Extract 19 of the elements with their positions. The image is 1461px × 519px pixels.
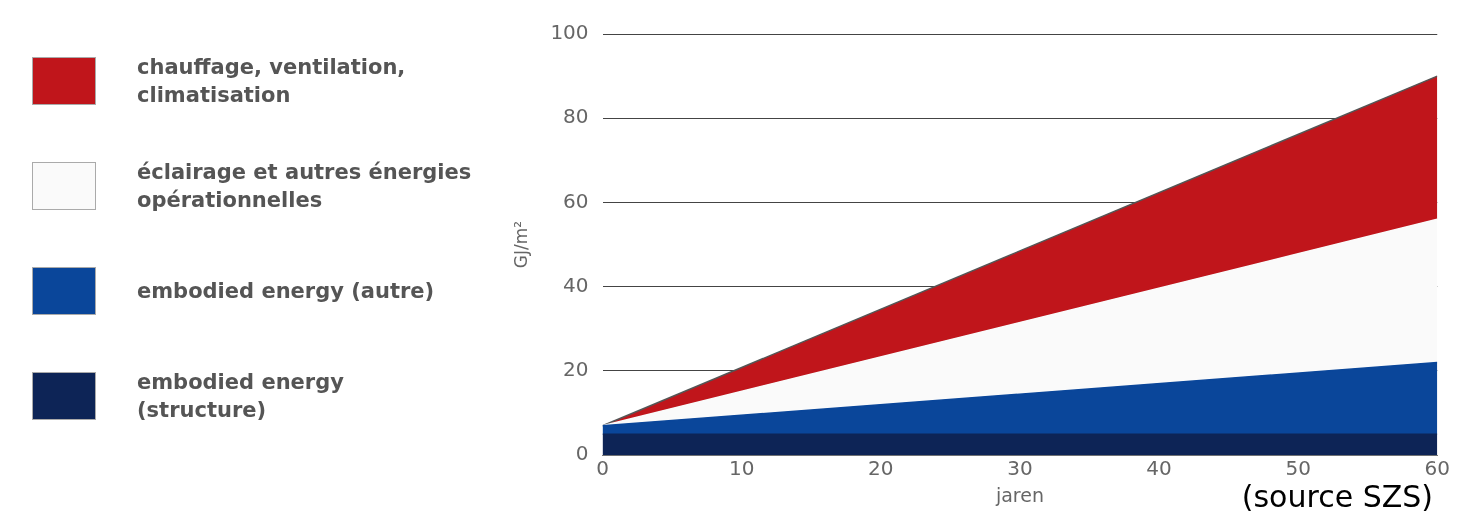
legend-label: chauffage, ventilation, climatisation [137, 53, 407, 109]
x-tick-label: 10 [728, 456, 755, 481]
y-tick-label: 100 [550, 20, 589, 45]
x-axis-title: jaren [994, 483, 1044, 506]
legend-label: éclairage et autres énergies opérationnelles [137, 158, 473, 214]
x-tick-label: 30 [1007, 456, 1033, 481]
legend-label: embodied energy (autre) [137, 277, 436, 305]
x-tick-label: 50 [1285, 456, 1311, 481]
x-tick-label: 60 [1424, 456, 1450, 481]
y-tick-label: 40 [563, 272, 589, 297]
x-tick-label: 40 [1146, 456, 1172, 481]
legend-label: embodied energy (structure) [137, 368, 345, 424]
y-tick-label: 60 [563, 188, 589, 213]
y-tick-label: 80 [563, 104, 589, 129]
y-tick-label: 20 [563, 357, 589, 382]
x-tick-label: 0 [596, 456, 609, 481]
x-tick-label: 20 [868, 456, 894, 481]
y-axis-title: GJ/m² [510, 220, 531, 269]
text: (source SZS) [1241, 479, 1433, 514]
